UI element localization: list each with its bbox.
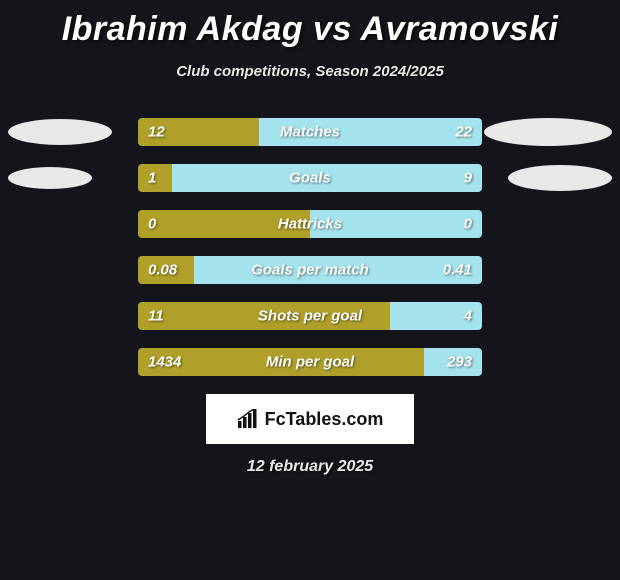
stat-label: Goals xyxy=(138,170,482,187)
logo-text: FcTables.com xyxy=(265,409,384,430)
date-text: 12 february 2025 xyxy=(0,458,620,476)
stat-row: 1222Matches xyxy=(0,118,620,146)
stat-row: 1434293Min per goal xyxy=(0,348,620,376)
player-right-ellipse xyxy=(508,165,612,191)
stat-label: Shots per goal xyxy=(138,308,482,325)
subtitle: Club competitions, Season 2024/2025 xyxy=(0,63,620,80)
stat-label: Matches xyxy=(138,124,482,141)
comparison-chart: 1222Matches 19Goals 00Hattricks 0.080.41Goa… xyxy=(0,118,620,376)
stat-row: 0.080.41Goals per match xyxy=(0,256,620,284)
stat-row: 00Hattricks xyxy=(0,210,620,238)
page-title: Ibrahim Akdag vs Avramovski xyxy=(0,0,620,49)
player-left-ellipse xyxy=(8,167,92,189)
stat-row: 114Shots per goal xyxy=(0,302,620,330)
player-left-ellipse xyxy=(8,119,112,145)
stat-row: 19Goals xyxy=(0,164,620,192)
logo-box: FcTables.com xyxy=(206,394,414,444)
bar-chart-icon xyxy=(237,409,259,429)
stat-label: Goals per match xyxy=(138,262,482,279)
stat-label: Hattricks xyxy=(138,216,482,233)
stat-label: Min per goal xyxy=(138,354,482,371)
player-right-ellipse xyxy=(484,118,612,146)
